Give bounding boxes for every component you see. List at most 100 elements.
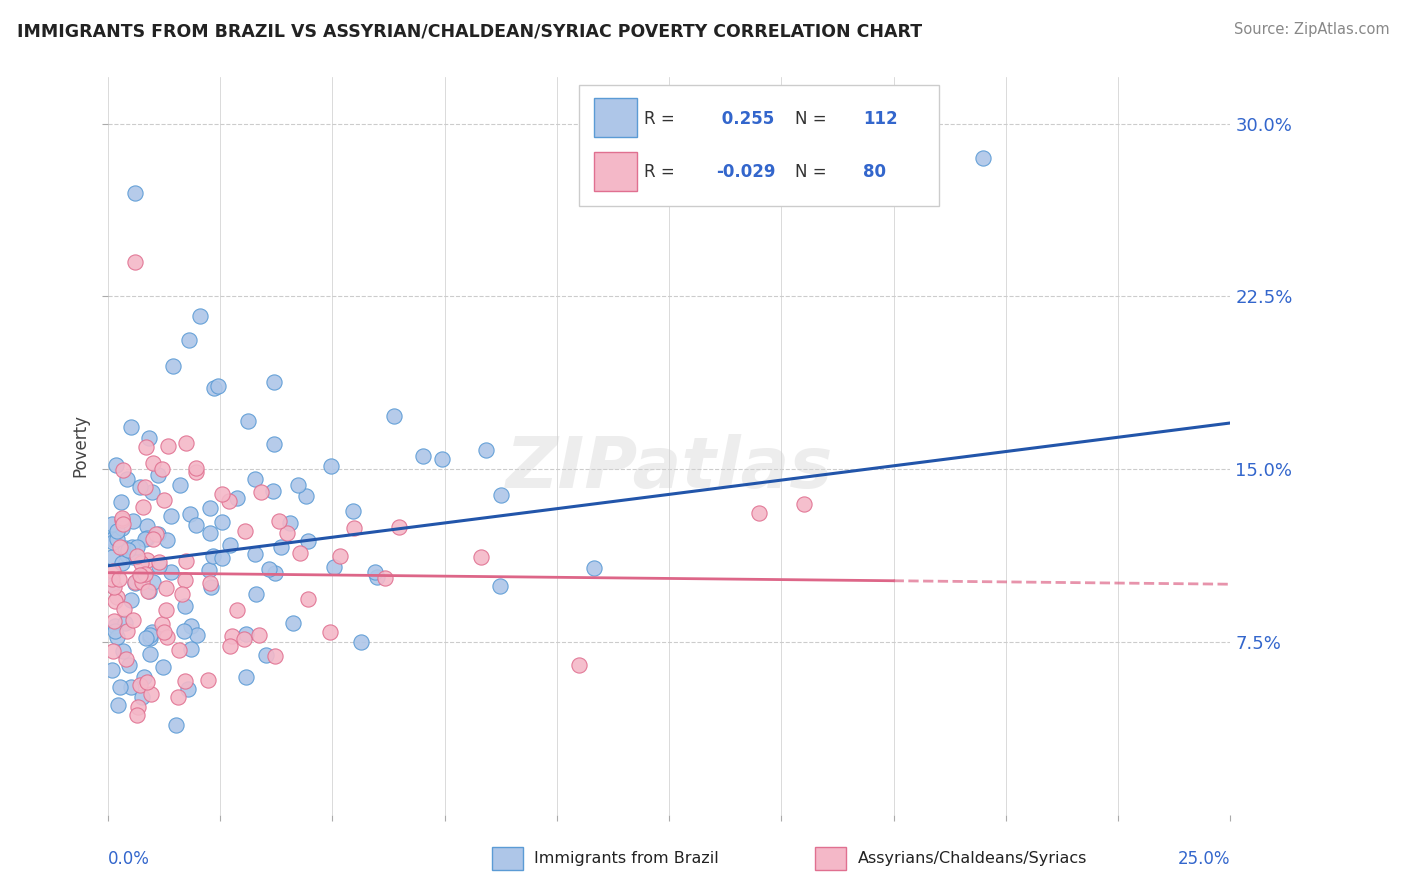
Point (264, 648, 287, 663)
Point (138, 583, 160, 598)
Point (107, 698, 129, 713)
Point (343, 521, 366, 535)
Point (127, 699, 149, 714)
Point (342, 504, 364, 518)
Point (430, 451, 453, 466)
Point (382, 409, 405, 424)
Point (297, 533, 319, 548)
Point (235, 627, 257, 641)
Point (112, 602, 135, 616)
Point (263, 437, 285, 451)
Point (250, 484, 273, 499)
Point (139, 628, 162, 642)
Point (170, 587, 193, 601)
Point (489, 579, 512, 593)
Point (264, 566, 287, 581)
Point (101, 564, 124, 578)
Point (200, 501, 222, 516)
Point (267, 514, 290, 528)
Point (470, 549, 492, 564)
Point (145, 527, 167, 541)
Point (121, 613, 143, 627)
Point (111, 521, 134, 535)
Point (232, 632, 254, 646)
Point (108, 572, 131, 586)
Point (108, 680, 131, 694)
Point (583, 561, 606, 575)
Point (134, 567, 156, 582)
Point (105, 630, 128, 644)
Point (278, 516, 301, 530)
Point (129, 556, 152, 570)
Point (131, 575, 153, 590)
Point (135, 532, 157, 546)
Point (162, 359, 184, 373)
Point (121, 540, 143, 554)
Point (103, 614, 125, 628)
Point (111, 463, 134, 477)
Point (262, 483, 284, 498)
Point (243, 548, 266, 562)
Point (108, 540, 131, 554)
Point (184, 461, 207, 475)
Text: R =: R = (644, 110, 681, 128)
Point (104, 594, 127, 608)
Point (211, 515, 233, 529)
Text: 0.0%: 0.0% (108, 850, 150, 868)
Point (136, 584, 159, 599)
Point (238, 414, 260, 428)
Text: R =: R = (644, 163, 681, 181)
Point (247, 628, 270, 642)
Point (412, 449, 434, 463)
Point (226, 603, 249, 617)
Point (221, 629, 243, 643)
Point (105, 590, 128, 604)
Point (135, 632, 157, 646)
Point (120, 592, 142, 607)
Point (218, 493, 240, 508)
Point (200, 526, 222, 541)
Point (211, 487, 233, 501)
Point (150, 617, 173, 632)
Point (131, 500, 153, 514)
Point (235, 524, 257, 538)
Point (124, 575, 146, 590)
Point (111, 556, 134, 570)
Text: 112: 112 (863, 110, 898, 128)
Point (322, 559, 344, 574)
Point (148, 555, 170, 569)
Point (160, 565, 183, 579)
Point (219, 639, 242, 653)
Point (364, 565, 387, 579)
Point (141, 624, 163, 639)
Y-axis label: Poverty: Poverty (72, 415, 89, 477)
Point (115, 472, 138, 486)
Point (111, 513, 134, 527)
Point (129, 480, 152, 494)
Point (184, 517, 207, 532)
Point (146, 526, 169, 541)
Point (105, 524, 128, 538)
Point (135, 440, 157, 454)
Point (104, 624, 127, 638)
Point (127, 540, 149, 554)
Point (211, 551, 233, 566)
Point (150, 462, 173, 476)
Point (186, 628, 208, 642)
Text: Source: ZipAtlas.com: Source: ZipAtlas.com (1233, 22, 1389, 37)
Point (105, 532, 128, 546)
Point (202, 381, 225, 395)
Point (276, 525, 298, 540)
Point (146, 468, 169, 483)
Point (142, 574, 165, 589)
Point (174, 554, 197, 568)
Text: N =: N = (794, 110, 832, 128)
Point (245, 587, 267, 601)
Point (207, 379, 229, 393)
Point (153, 493, 176, 508)
Point (319, 625, 342, 640)
Point (115, 651, 138, 665)
Point (173, 599, 195, 613)
Text: 80: 80 (863, 163, 886, 181)
Point (101, 533, 124, 547)
